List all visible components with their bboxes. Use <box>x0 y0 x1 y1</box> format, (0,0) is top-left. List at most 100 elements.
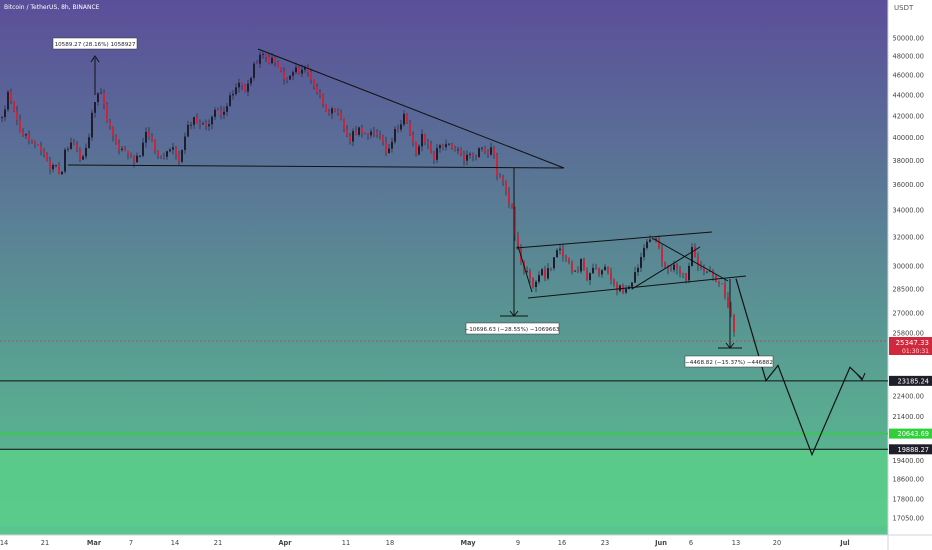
candle-body <box>547 268 549 279</box>
candle-body <box>22 132 24 136</box>
time-tick-label: May <box>460 539 476 547</box>
candle-body <box>496 154 498 177</box>
horizontal-levels: 23185.24 20643.69 19888.27 <box>0 375 932 455</box>
candle-body <box>4 109 6 118</box>
projection-arrowhead <box>856 372 866 381</box>
candle-body <box>583 258 585 271</box>
candle-body <box>235 87 237 94</box>
price-tick-label: 38000.00 <box>893 157 924 165</box>
price-axis-background[interactable] <box>888 0 932 550</box>
time-tick-label: 21 <box>41 539 49 547</box>
candle-body <box>481 147 483 149</box>
candle-body <box>433 152 435 160</box>
time-tick-label: 16 <box>558 539 566 547</box>
candle-body <box>337 110 339 113</box>
candle-body <box>73 142 75 145</box>
candle-body <box>97 93 99 102</box>
price-tick-label: 28500.00 <box>893 285 924 293</box>
measure-arrow-down-2 <box>725 342 735 349</box>
price-level-tag <box>889 375 932 386</box>
candle-body <box>730 307 732 316</box>
candle-body <box>640 257 642 268</box>
price-level-tag <box>889 444 932 455</box>
chart-background <box>0 0 888 535</box>
candle-body <box>274 57 276 63</box>
candle-body <box>265 54 267 57</box>
flag-lower-line <box>527 275 747 299</box>
time-tick-label: Jun <box>654 539 667 547</box>
candle-body <box>553 257 555 269</box>
candle-body <box>268 56 270 64</box>
candle-body <box>490 147 492 155</box>
candle-body <box>445 144 447 148</box>
candle-body <box>466 154 468 161</box>
candle-body <box>451 143 453 149</box>
candle-body <box>469 154 471 155</box>
candle-body <box>184 136 186 150</box>
candle-body <box>724 283 726 297</box>
candle-body <box>661 248 663 263</box>
candle-body <box>157 150 159 156</box>
price-tick-label: 32000.00 <box>893 234 924 242</box>
candle-body <box>484 147 486 152</box>
candle-body <box>61 171 63 175</box>
candle-body <box>403 113 405 125</box>
candle-body <box>25 134 27 136</box>
candle-body <box>595 267 597 269</box>
candle-body <box>7 91 9 110</box>
candle-body <box>253 63 255 78</box>
candle-body <box>682 273 684 275</box>
candle-body <box>112 126 114 137</box>
candle-body <box>550 268 552 269</box>
candle-body <box>391 141 393 149</box>
candle-body <box>106 104 108 122</box>
candle-body <box>655 238 657 240</box>
candle-body <box>616 284 618 291</box>
candle-body <box>697 257 699 266</box>
candle-body <box>643 247 645 258</box>
candle-body <box>229 95 231 107</box>
price-tick-label: 30000.00 <box>893 262 924 270</box>
price-tick-label: 50000.00 <box>893 35 924 43</box>
candle-body <box>190 124 192 126</box>
candle-body <box>334 108 336 111</box>
wedge-line-2 <box>631 246 701 290</box>
candle-body <box>439 145 441 149</box>
time-axis-background[interactable] <box>0 535 932 550</box>
candle-body <box>244 85 246 92</box>
price-level-tag <box>889 428 932 439</box>
candle-body <box>571 262 573 272</box>
currency-label: USDT <box>894 4 914 12</box>
candle-body <box>199 123 201 125</box>
annotation-box-2 <box>465 322 560 335</box>
candle-body <box>286 79 288 81</box>
candle-body <box>34 141 36 145</box>
candle-body <box>307 67 309 73</box>
candle-body <box>430 144 432 153</box>
candle-body <box>118 143 120 150</box>
candle-body <box>280 66 282 72</box>
candle-body <box>193 117 195 125</box>
price-tick-label: 21400.00 <box>893 413 924 421</box>
candle-body <box>601 270 603 275</box>
candle-body <box>37 144 39 146</box>
candle-body <box>109 121 111 127</box>
candle-body <box>232 93 234 96</box>
measure-arrow-down-1 <box>509 310 519 317</box>
candle-body <box>427 142 429 145</box>
candle-body <box>592 267 594 274</box>
time-tick-label: 23 <box>601 539 609 547</box>
candle-body <box>187 124 189 137</box>
candle-body <box>400 124 402 130</box>
candle-body <box>340 112 342 120</box>
candle-body <box>295 67 297 73</box>
candle-body <box>685 273 687 281</box>
candle-body <box>358 127 360 135</box>
candle-body <box>343 119 345 130</box>
candle-body <box>394 128 396 142</box>
candle-body <box>220 110 222 115</box>
candle-body <box>319 92 321 96</box>
flag-upper-line <box>515 231 713 249</box>
candle-body <box>454 148 456 150</box>
